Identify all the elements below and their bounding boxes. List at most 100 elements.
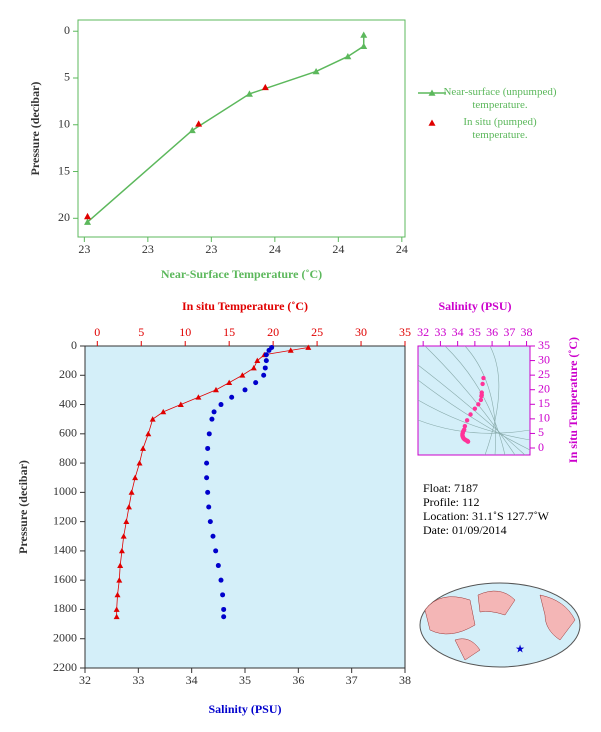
x2-axis-title: In situ Temperature (˚C) <box>182 299 308 313</box>
point <box>242 387 248 393</box>
point <box>254 357 261 364</box>
x-tick-label: 36 <box>292 673 304 687</box>
point <box>305 344 312 350</box>
x-tick-label: 23 <box>205 242 217 256</box>
point <box>229 394 235 400</box>
x-tick-label: 37 <box>346 673 358 687</box>
x-tick-label: 24 <box>332 242 344 256</box>
x-tick-label: 0 <box>94 325 100 339</box>
x-tick-label: 24 <box>269 242 281 256</box>
point <box>207 519 213 525</box>
point <box>136 460 143 466</box>
point <box>113 613 120 620</box>
y-axis-title: In situ Temperature (˚C) <box>566 337 580 463</box>
x-tick-label: 20 <box>267 325 279 339</box>
y-tick-label: 30 <box>538 352 550 366</box>
point <box>218 577 224 583</box>
y-tick-label: 10 <box>58 117 70 131</box>
y-tick-label: 5 <box>64 70 70 84</box>
point <box>360 31 368 38</box>
frame <box>84 345 406 669</box>
ts-point <box>481 375 486 381</box>
info-line: Date: 01/09/2014 <box>423 523 507 537</box>
point <box>220 592 226 598</box>
y-tick-label: 2200 <box>53 660 77 674</box>
y-tick-label: 10 <box>538 411 550 425</box>
point <box>120 533 127 539</box>
x-tick-label: 35 <box>239 673 251 687</box>
point <box>218 402 224 408</box>
y-tick-label: 600 <box>59 426 77 440</box>
point <box>262 365 268 371</box>
ts-point <box>465 439 471 444</box>
x-tick-label: 23 <box>142 242 154 256</box>
x-tick-label: 10 <box>179 325 191 339</box>
y-tick-label: 2000 <box>53 630 77 644</box>
ts-point <box>476 402 481 407</box>
x-tick-label: 33 <box>132 673 144 687</box>
y-tick-label: 20 <box>538 381 550 395</box>
legend-label: Near-surface (unpumped) temperature. <box>443 86 557 111</box>
info-line: Location: 31.1˚S 127.7˚W <box>423 509 550 523</box>
x-tick-label: 15 <box>223 325 235 339</box>
x-axis-title: Salinity (PSU) <box>208 702 281 716</box>
point <box>177 401 184 407</box>
info-line: Float: 7187 <box>423 481 478 495</box>
y-tick-label: 1800 <box>53 601 77 615</box>
y-tick-label: 25 <box>538 367 550 381</box>
point <box>213 548 219 554</box>
point <box>266 347 272 353</box>
point <box>128 489 135 495</box>
ts-point <box>480 381 485 387</box>
x-tick-label: 35 <box>469 325 481 339</box>
point <box>210 533 216 539</box>
y-tick-label: 400 <box>59 396 77 410</box>
y-axis-title: Pressure (decibar) <box>28 82 42 176</box>
y-tick-label: 20 <box>58 210 70 224</box>
x-tick-label: 33 <box>434 325 446 339</box>
legend-marker <box>428 119 436 126</box>
y-axis-title: Pressure (decibar) <box>16 460 30 554</box>
point <box>123 518 130 525</box>
x-axis-title: Salinity (PSU) <box>438 299 511 313</box>
x-tick-label: 38 <box>521 325 533 339</box>
x-tick-label: 38 <box>399 673 411 687</box>
y-tick-label: 1200 <box>53 513 77 527</box>
x-tick-label: 24 <box>396 242 408 256</box>
y-tick-label: 0 <box>71 338 77 352</box>
point <box>209 416 215 422</box>
x-tick-label: 5 <box>138 325 144 339</box>
point <box>261 372 267 378</box>
y-tick-label: 0 <box>538 440 544 454</box>
y-tick-label: 35 <box>538 338 550 352</box>
point <box>211 409 217 415</box>
point <box>221 606 227 612</box>
y-tick-label: 15 <box>58 163 70 177</box>
x-tick-label: 25 <box>311 325 323 339</box>
x-tick-label: 30 <box>355 325 367 339</box>
y-tick-label: 800 <box>59 455 77 469</box>
point <box>114 591 121 598</box>
point <box>312 67 320 75</box>
ts-point <box>479 393 484 399</box>
y-tick-label: 5 <box>538 425 544 439</box>
legend-label: In situ (pumped) temperature. <box>463 116 537 141</box>
point <box>149 416 156 422</box>
x-tick-label: 35 <box>399 325 411 339</box>
ts-point <box>462 423 468 429</box>
map: ★ <box>419 582 581 668</box>
legend-marker <box>428 89 436 96</box>
y-tick-label: 200 <box>59 367 77 381</box>
point <box>261 83 269 91</box>
y-tick-label: 0 <box>64 23 70 37</box>
point <box>263 352 269 358</box>
point <box>287 347 294 353</box>
point <box>205 489 211 495</box>
point <box>344 52 352 60</box>
point <box>253 380 259 386</box>
point <box>245 90 253 97</box>
point <box>226 379 233 385</box>
point <box>132 474 139 481</box>
point <box>188 126 196 134</box>
